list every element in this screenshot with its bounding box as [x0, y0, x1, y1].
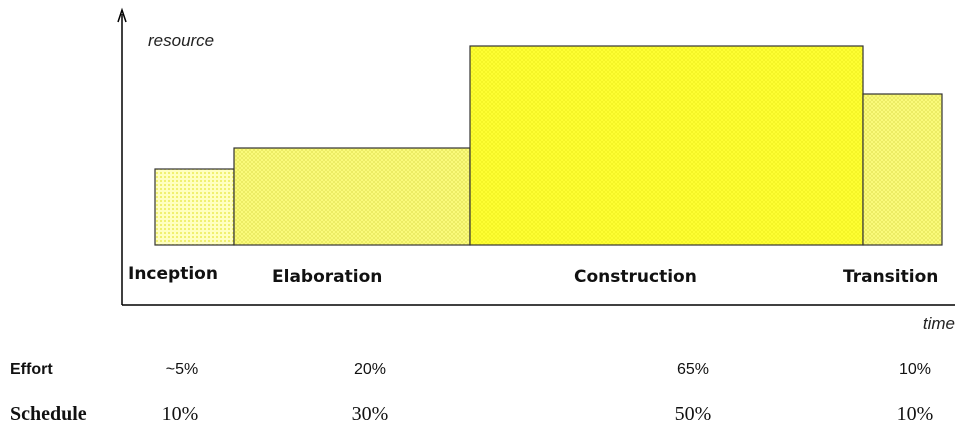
schedule-value: 10% — [162, 403, 199, 424]
phase-block — [154, 168, 235, 246]
phase-block — [862, 93, 943, 246]
phase-block — [233, 147, 471, 246]
row-label: Effort — [10, 361, 53, 378]
x-axis-label: time — [923, 314, 955, 333]
phase-block — [469, 45, 864, 246]
effort-value: 10% — [899, 361, 931, 378]
phase-name: Inception — [128, 264, 218, 284]
effort-value: 65% — [677, 361, 709, 378]
y-axis-label: resource — [148, 31, 214, 50]
schedule-value: 30% — [352, 403, 389, 424]
y-arrow — [117, 7, 127, 23]
effort-value: 20% — [354, 361, 386, 378]
phase-name: Transition — [843, 267, 938, 287]
phase-name: Elaboration — [272, 267, 382, 287]
phase-name: Construction — [574, 267, 697, 287]
row-label: Schedule — [10, 403, 87, 424]
axes — [117, 7, 955, 306]
effort-value: ~5% — [166, 361, 198, 378]
schedule-value: 50% — [675, 403, 712, 424]
schedule-value: 10% — [897, 403, 934, 424]
